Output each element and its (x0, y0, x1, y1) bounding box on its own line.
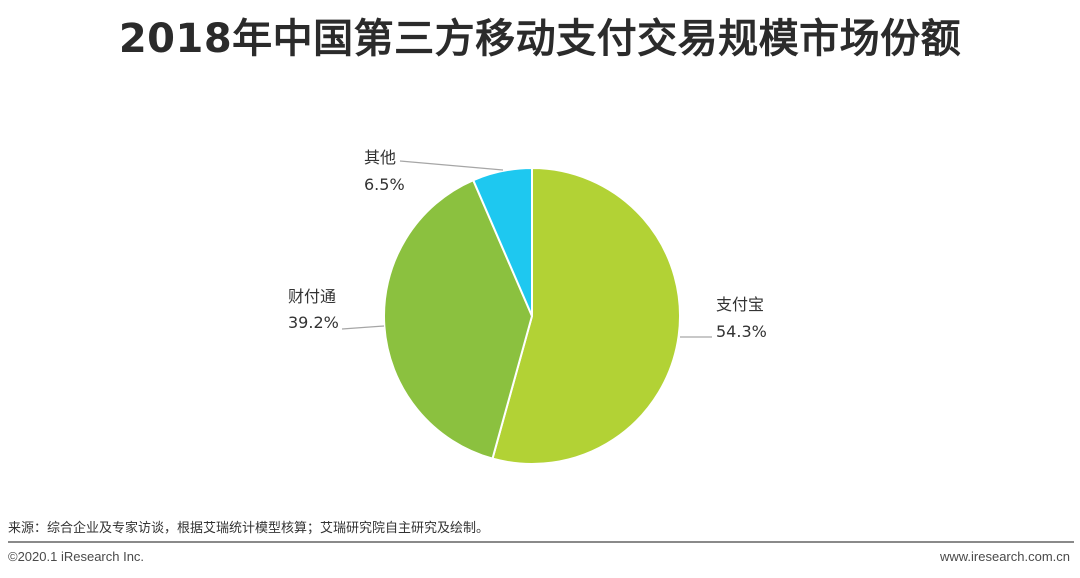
pie-slice-qita (471, 166, 533, 317)
leader-lines (341, 160, 712, 338)
pie-slice-caifutong (382, 178, 534, 460)
copyright-text: ©2020.1 iResearch Inc. (8, 549, 145, 564)
leader-line-qita (399, 160, 504, 171)
source-note: 来源：综合企业及专家访谈，根据艾瑞统计模型核算；艾瑞研究院自主研究及绘制。 (8, 521, 490, 536)
slice-value-caifutong: 39.2% (288, 313, 339, 332)
pie-slices (382, 166, 682, 465)
slice-label-qita: 其他 (364, 148, 396, 167)
slice-value-zhifubao: 54.3% (716, 322, 767, 341)
slice-value-qita: 6.5% (364, 175, 405, 194)
leader-line-caifutong (341, 325, 385, 330)
slice-labels: 支付宝 54.3% 财付通 39.2% 其他 6.5% (288, 148, 767, 341)
pie-slice-zhifubao (491, 166, 682, 465)
chart-title: 2018年中国第三方移动支付交易规模市场份额 (118, 16, 962, 62)
slice-label-zhifubao: 支付宝 (716, 295, 764, 314)
footer-divider (8, 541, 1074, 543)
website-text: www.iresearch.com.cn (939, 549, 1070, 564)
slice-label-caifutong: 财付通 (288, 287, 336, 306)
